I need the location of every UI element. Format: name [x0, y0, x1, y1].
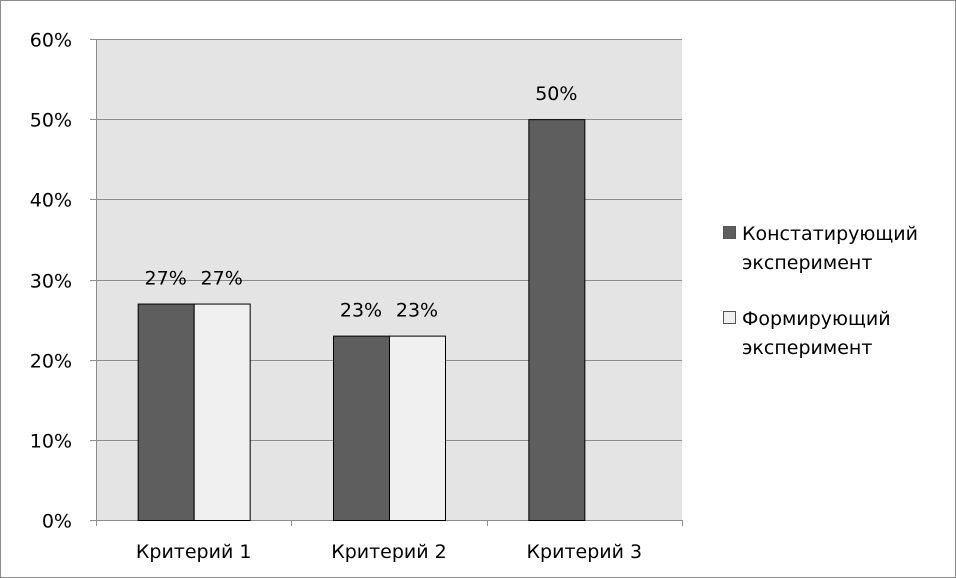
legend-label: эксперимент [742, 337, 872, 359]
data-label: 27% [201, 268, 243, 290]
y-tick-label: 40% [30, 190, 72, 212]
y-tick-label: 30% [30, 271, 72, 293]
bar [137, 303, 195, 521]
data-label: 27% [145, 268, 187, 290]
y-tick-label: 50% [30, 110, 72, 132]
legend-label: Констатирующий [742, 223, 918, 245]
data-label: 23% [396, 300, 438, 322]
legend-label: Формирующий [742, 308, 891, 330]
data-label: 50% [535, 83, 577, 105]
y-tick-label: 10% [30, 431, 72, 453]
legend-swatch [723, 226, 736, 239]
bar [389, 335, 446, 521]
y-tick-label: 60% [30, 30, 72, 52]
x-tick-label: Критерий 3 [527, 541, 643, 563]
bar [193, 303, 251, 521]
bar [333, 335, 390, 521]
y-tick-label: 0% [42, 511, 72, 533]
legend-label: эксперимент [742, 252, 872, 274]
y-tick-label: 20% [30, 351, 72, 373]
x-tick-label: Критерий 1 [136, 541, 252, 563]
legend-swatch [723, 311, 736, 324]
data-label: 23% [340, 300, 382, 322]
bar [528, 119, 586, 522]
x-tick-label: Критерий 2 [331, 541, 447, 563]
